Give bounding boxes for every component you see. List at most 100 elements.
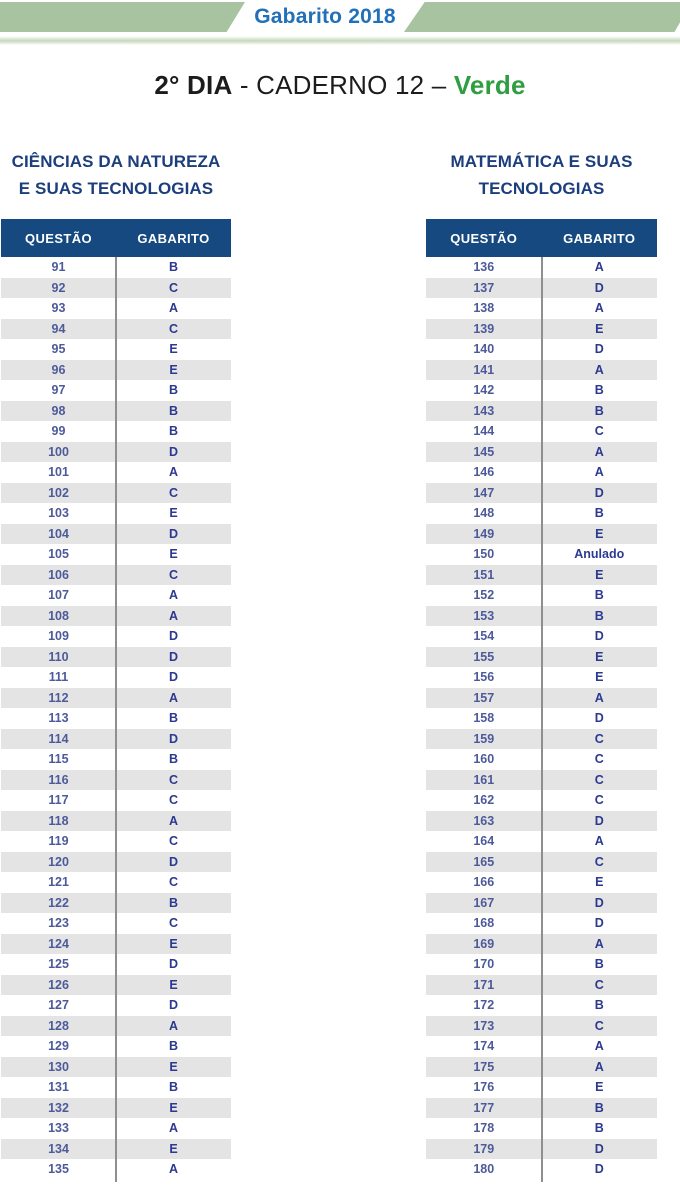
question-cell: 121: [48, 875, 69, 889]
answer-cell: D: [594, 485, 604, 500]
answer-cell: D: [594, 629, 604, 643]
answer-cell: B: [168, 1080, 179, 1094]
question-cell: 130: [48, 1059, 69, 1074]
question-cell: 111: [48, 670, 69, 684]
question-cell: 157: [473, 690, 495, 705]
question-cell: 155: [473, 649, 495, 664]
page-title-color-label: Verde: [453, 70, 526, 100]
answer-cell: A: [594, 936, 604, 951]
table-row: 125 D: [1, 954, 231, 975]
question-cell: 149: [473, 526, 495, 541]
question-cell: 101: [48, 465, 69, 479]
answer-table-ciencias: 91 B 92 C 93 A 94 C 95 E 96 E 97 B 98: [1, 257, 231, 1182]
question-cell: 133: [48, 1121, 69, 1135]
question-cell: 180: [473, 1162, 495, 1176]
answer-cell: B: [168, 752, 179, 766]
answer-cell: A: [168, 690, 179, 705]
table-row: 93 A: [1, 298, 231, 319]
answer-cell: E: [169, 342, 178, 356]
question-cell: 153: [473, 608, 495, 623]
table-row: 178 B: [426, 1118, 657, 1139]
answer-cell: D: [594, 916, 604, 930]
answer-cell: E: [595, 670, 604, 684]
question-cell: 154: [473, 629, 495, 643]
table-row: 180 D: [426, 1159, 657, 1180]
question-cell: 126: [48, 977, 69, 992]
answer-cell: A: [594, 444, 604, 459]
answer-cell: D: [168, 526, 179, 541]
question-cell: 120: [48, 854, 69, 869]
table-header: QUESTÃO GABARITO: [426, 219, 657, 257]
answer-cell: D: [594, 1162, 604, 1176]
question-cell: 124: [48, 936, 69, 951]
answer-cell: C: [594, 772, 604, 787]
table-row: 95 E: [1, 339, 231, 360]
answer-cell: A: [168, 608, 179, 623]
question-cell: 167: [473, 895, 495, 910]
answer-cell: B: [168, 895, 179, 910]
question-cell: 177: [473, 1100, 495, 1115]
question-cell: 109: [48, 629, 69, 643]
question-cell: 113: [48, 711, 69, 725]
answer-cell: C: [168, 321, 179, 336]
answer-cell: A: [168, 1162, 179, 1176]
table-row: 172 B: [426, 995, 657, 1016]
table-row: 105 E: [1, 544, 231, 565]
answer-cell: D: [168, 629, 179, 643]
answer-cell: C: [168, 485, 179, 500]
table-row: 152 B: [426, 585, 657, 606]
answer-cell: E: [595, 526, 604, 541]
answer-cell: B: [594, 1121, 604, 1135]
answer-cell: D: [168, 957, 179, 971]
answer-cell: A: [168, 1018, 179, 1033]
answer-cell: E: [595, 875, 604, 889]
question-cell: 139: [473, 321, 495, 336]
answer-cell: C: [168, 280, 179, 295]
question-cell: 142: [473, 383, 495, 397]
answer-cell: C: [168, 567, 179, 582]
question-cell: 163: [473, 813, 495, 828]
answer-cell: B: [594, 506, 604, 520]
question-cell: 147: [473, 485, 495, 500]
answer-cell: E: [169, 547, 178, 561]
question-cell: 97: [51, 383, 66, 397]
banner-green-band-left: [0, 2, 245, 32]
table-row: 174 A: [426, 1036, 657, 1057]
column-divider-line: [540, 257, 543, 1182]
answer-cell: D: [168, 731, 179, 746]
question-cell: 172: [473, 998, 495, 1012]
answer-cell: A: [168, 813, 179, 828]
answer-cell: A: [168, 465, 179, 479]
answer-cell: E: [169, 977, 178, 992]
question-cell: 145: [473, 444, 495, 459]
table-row: 99 B: [1, 421, 231, 442]
question-cell: 127: [48, 998, 69, 1012]
table-row: 135 A: [1, 1159, 231, 1180]
answer-cell: E: [595, 649, 604, 664]
question-cell: 144: [473, 424, 495, 438]
answer-column-header: GABARITO: [563, 230, 636, 246]
question-cell: 156: [473, 670, 495, 684]
table-row: 119 C: [1, 831, 231, 852]
answer-cell: A: [168, 1121, 179, 1135]
answer-cell: B: [594, 608, 604, 623]
question-cell: 91: [51, 260, 66, 274]
question-cell: 143: [473, 403, 495, 418]
question-cell: 110: [48, 649, 69, 664]
question-cell: 171: [473, 977, 495, 992]
answer-cell: D: [594, 895, 604, 910]
question-cell: 166: [473, 875, 495, 889]
question-cell: 112: [48, 690, 69, 705]
question-cell: 128: [48, 1018, 69, 1033]
answer-cell: C: [168, 834, 179, 848]
section-matematica: MATEMÁTICA E SUAS TECNOLOGIAS QUESTÃO GA…: [426, 148, 657, 1182]
table-row: 111 D: [1, 667, 231, 688]
answer-cell: A: [594, 1039, 604, 1053]
answer-cell: D: [168, 649, 179, 664]
section-title-line2: E SUAS TECNOLOGIAS: [18, 179, 214, 198]
question-cell: 135: [48, 1162, 69, 1176]
top-banner: Gabarito 2018: [0, 2, 680, 32]
question-cell: 148: [473, 506, 495, 520]
table-row: 115 B: [1, 749, 231, 770]
question-cell: 158: [473, 711, 495, 725]
